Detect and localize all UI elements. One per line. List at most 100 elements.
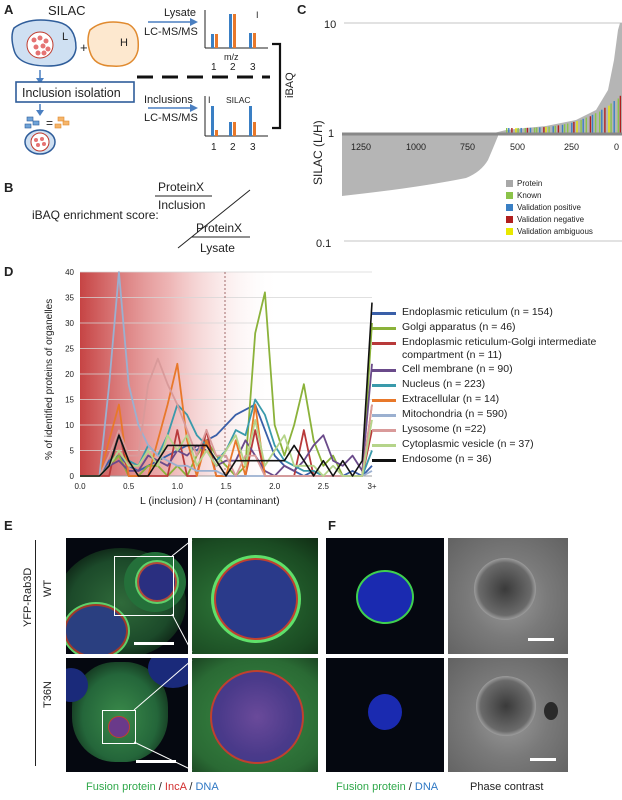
d-xtick: 3+: [367, 482, 376, 491]
d-legend-swatch: [372, 444, 396, 447]
d-legend-label: Endosome (n = 36): [402, 453, 492, 465]
svg-text:Inclusion: Inclusion: [158, 198, 205, 212]
f-caption-left: Fusion protein / DNA: [336, 781, 439, 793]
panel-label-b: B: [4, 180, 14, 195]
c-xtick-500: 500: [510, 142, 525, 152]
c-rank-bar: [506, 128, 508, 134]
fraction-slash: [177, 189, 251, 249]
d-legend-swatch: [372, 384, 396, 387]
f-scale-bar-bottom: [530, 758, 556, 761]
orange-fragments-icon: [54, 116, 70, 129]
lcms-label-1: LC-MS/MS: [144, 26, 198, 38]
d-ytick-labels: 0 5 10 15 20 25 30 35 40: [65, 268, 74, 481]
svg-text:Lysate: Lysate: [200, 241, 235, 255]
d-legend-swatch: [372, 414, 396, 417]
d-legend-swatch: [372, 429, 396, 432]
c-rank-bar: [536, 127, 538, 134]
c-xtick-0: 0: [614, 142, 619, 152]
f-caption-right: Phase contrast: [470, 781, 544, 793]
d-ytick: 15: [65, 396, 74, 405]
colored-validation-bars: [506, 95, 622, 134]
c-rank-bar: [554, 125, 556, 134]
lcms-label-2: LC-MS/MS: [144, 112, 198, 124]
panel-c-ylabel: SILAC (L/H): [311, 120, 325, 185]
c-ytick-10: 10: [324, 19, 336, 31]
d-ytick: 10: [65, 421, 74, 430]
c-rank-bar: [529, 127, 532, 134]
svg-text:2: 2: [230, 62, 236, 73]
c-rank-bar: [571, 122, 573, 134]
d-xtick: 1.5: [220, 482, 232, 491]
d-ytick: 30: [65, 319, 74, 328]
c-rank-bar: [561, 124, 564, 134]
c-rank-bar: [591, 114, 594, 134]
c-ytick-01: 0.1: [316, 238, 331, 250]
d-ytick: 20: [65, 370, 74, 379]
e-wt-overview-image: [66, 538, 188, 654]
d-xtick: 0.0: [74, 482, 86, 491]
e-t36n-overview-image: [66, 658, 188, 772]
svg-text:3: 3: [250, 142, 256, 153]
d-legend-swatch: [372, 369, 396, 372]
heavy-cell-shape: [87, 21, 140, 67]
c-rank-bar: [520, 127, 522, 134]
panel-c-legend: Protein Known Validation positive Valida…: [506, 179, 593, 236]
d-legend-swatch: [372, 459, 396, 462]
e-scale-bar-top: [134, 642, 174, 645]
c-rank-bar: [610, 103, 612, 134]
d-legend-label: Golgi apparatus (n = 46): [402, 321, 516, 333]
d-legend-label: Cytoplasmic vesicle (n = 37): [402, 438, 534, 450]
d-legend-swatch: [372, 327, 396, 330]
d-legend-label: Mitochondria (n = 590): [402, 408, 508, 420]
c-xtick-750: 750: [460, 142, 475, 152]
c-rank-bar: [567, 123, 569, 134]
ibaq-bracket: [272, 42, 282, 130]
d-series-lines: [80, 271, 373, 477]
svg-text:1: 1: [211, 142, 217, 153]
inclusions-label: Inclusions: [144, 94, 193, 106]
f-top-phase-image: [448, 538, 568, 654]
svg-text:1: 1: [211, 62, 217, 73]
c-rank-bar: [580, 119, 582, 134]
d-legend-swatch: [372, 399, 396, 402]
e-scale-bar-bottom: [136, 760, 176, 763]
blue-fragments-icon: [24, 116, 40, 129]
equals-sign: =: [46, 116, 53, 130]
c-rank-bar: [517, 127, 519, 134]
c-rank-bar: [563, 124, 566, 134]
c-rank-bar: [608, 105, 610, 134]
inclusion-isolation-label: Inclusion isolation: [22, 86, 121, 100]
c-rank-bar: [543, 127, 545, 134]
svg-text:m/z: m/z: [224, 52, 239, 62]
d-series-line: [80, 302, 373, 477]
c-rank-bar: [552, 126, 554, 134]
e-wt-zoom-image: [192, 538, 318, 654]
silac-title: SILAC: [48, 3, 86, 18]
svg-text:Protein: Protein: [517, 179, 542, 188]
d-legend-label: Endoplasmic reticulum-Golgi intermediate…: [402, 336, 597, 361]
c-rank-bar: [594, 113, 597, 134]
c-rank-bar: [511, 127, 513, 134]
c-rank-bar: [585, 117, 587, 134]
d-xtick-labels: 0.0 0.5 1.0 1.5 2.0 2.5 3+: [74, 482, 376, 491]
panel-label-f: F: [328, 518, 336, 533]
panel-label-e: E: [4, 518, 13, 533]
d-xtick: 2.5: [318, 482, 330, 491]
panel-c-silac-plot: SILAC (L/H) 10 1 0.1 1250 1000 750 500 2…: [311, 19, 622, 250]
f-scale-bar-top: [528, 638, 554, 641]
d-legend-label: Cell membrane (n = 90): [402, 363, 513, 375]
d-ytick: 25: [65, 345, 74, 354]
panel-d-legend: Endoplasmic reticulum (n = 154) Golgi app…: [372, 306, 622, 496]
d-xlabel: L (inclusion) / H (contaminant): [140, 495, 280, 507]
d-legend-swatch: [372, 342, 396, 345]
c-rank-bar: [508, 127, 510, 134]
c-rank-bar: [604, 107, 606, 134]
c-rank-bar: [545, 126, 547, 134]
c-rank-bar: [617, 98, 619, 134]
c-ytick-1: 1: [328, 128, 334, 140]
c-rank-bar: [582, 118, 584, 134]
panel-b-formula: iBAQ enrichment score: ProteinX Inclusio…: [32, 180, 251, 255]
svg-text:I: I: [256, 10, 259, 20]
mini-chart-bottom-bars: [211, 106, 256, 136]
